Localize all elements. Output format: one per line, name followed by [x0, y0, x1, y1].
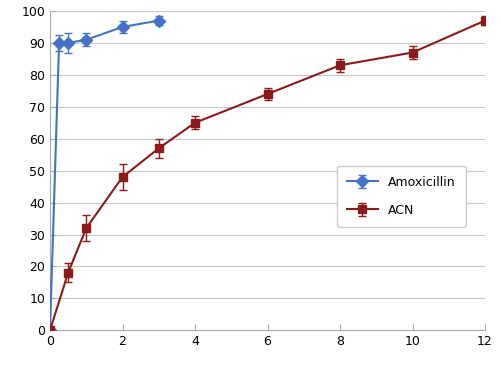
Legend: Amoxicillin, ACN: Amoxicillin, ACN — [337, 166, 466, 227]
